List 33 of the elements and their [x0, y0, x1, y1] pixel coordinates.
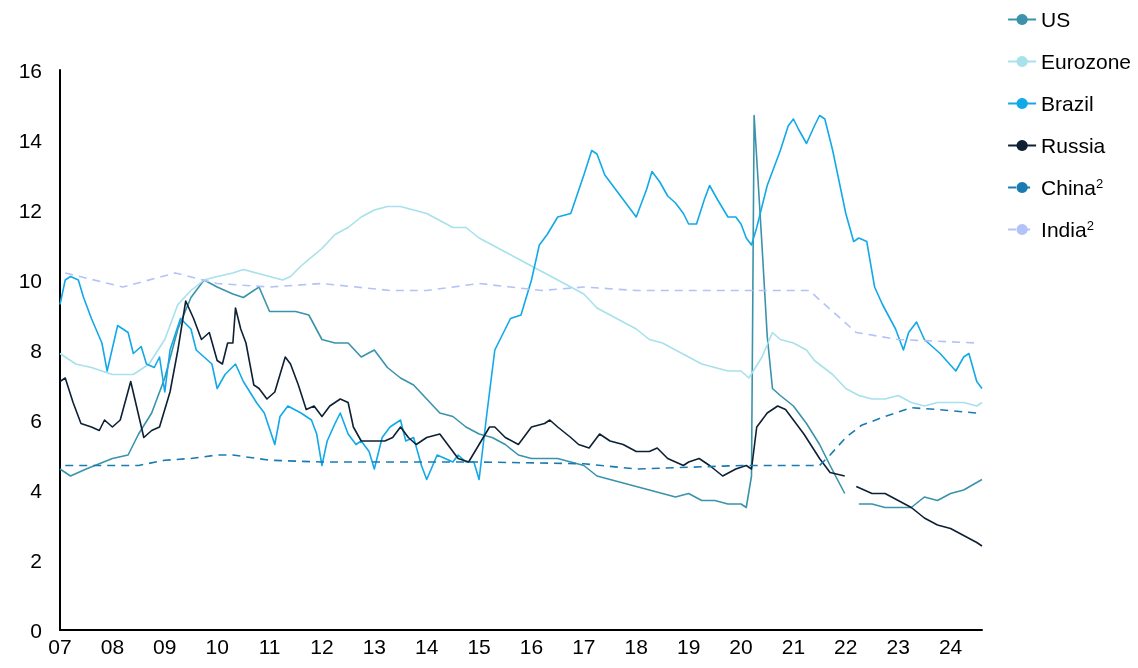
legend-label: US	[1041, 8, 1071, 31]
x-tick-label: 08	[100, 635, 125, 658]
x-tick-label: 07	[48, 635, 72, 658]
legend-label: Eurozone	[1041, 50, 1132, 73]
x-tick-label: 24	[938, 635, 963, 658]
x-tick-label: 21	[781, 635, 806, 658]
legend-label: Russia	[1041, 134, 1106, 157]
x-tick-label: 12	[310, 635, 334, 658]
x-tick-label: 16	[519, 635, 544, 658]
x-tick-label: 14	[415, 635, 439, 658]
y-tick-label: 10	[18, 268, 42, 292]
x-tick-label: 23	[886, 635, 910, 658]
y-tick-label: 8	[30, 338, 42, 362]
y-tick-label: 2	[30, 548, 42, 572]
legend-label: Brazil	[1041, 92, 1094, 115]
y-tick-label: 14	[18, 128, 43, 152]
x-tick-label: 19	[676, 635, 701, 658]
y-tick-label: 6	[30, 408, 42, 432]
x-tick-label: 22	[834, 635, 858, 658]
x-tick-label: 18	[624, 635, 648, 658]
x-tick-label: 17	[572, 635, 596, 658]
line-series	[64, 406, 978, 470]
y-tick-label: 0	[30, 618, 42, 642]
x-tick-label: 13	[362, 635, 386, 658]
x-tick-label: 15	[467, 635, 491, 658]
y-tick-label: 12	[18, 198, 42, 222]
line-series	[59, 205, 983, 407]
x-tick-label: 09	[153, 635, 177, 658]
x-tick-label: 10	[205, 635, 229, 658]
x-tick-label: 20	[729, 635, 753, 658]
x-tick-label: 11	[258, 635, 281, 658]
y-tick-label: 16	[18, 58, 42, 82]
y-tick-label: 4	[30, 478, 43, 502]
